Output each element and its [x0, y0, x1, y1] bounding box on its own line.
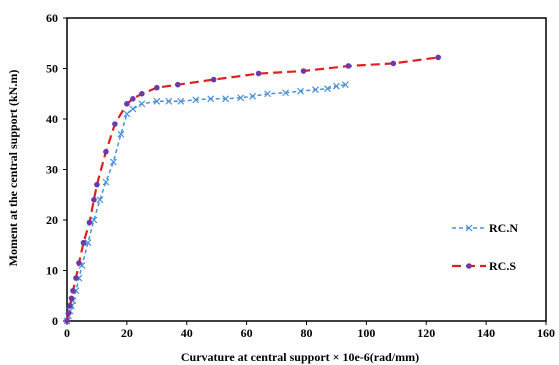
x-tick-label: 100 — [357, 326, 375, 340]
x-tick-label: 120 — [417, 326, 435, 340]
x-tick-label: 140 — [477, 326, 495, 340]
y-axis-title: Moment at the central support (kN.m) — [6, 70, 20, 267]
data-point — [177, 97, 185, 105]
data-point — [103, 149, 109, 155]
x-tick-label: 80 — [301, 326, 313, 340]
data-point — [123, 110, 131, 118]
data-point — [129, 105, 137, 113]
data-point — [154, 84, 160, 91]
legend-item: RC.S — [452, 259, 516, 273]
data-point — [210, 76, 217, 83]
data-point — [249, 92, 257, 100]
data-point — [207, 95, 215, 103]
y-tick-label: 0 — [52, 314, 58, 328]
data-point — [91, 197, 97, 203]
data-point — [312, 86, 319, 94]
y-tick-label: 50 — [46, 62, 58, 76]
legend-label: RC.S — [489, 259, 516, 273]
y-tick-label: 60 — [46, 11, 58, 25]
data-point — [222, 95, 230, 103]
x-tick-label: 60 — [241, 326, 253, 340]
data-point — [300, 68, 307, 74]
data-point — [139, 90, 145, 97]
data-point — [297, 87, 304, 95]
series-rc-s — [64, 54, 442, 324]
data-point — [80, 239, 87, 246]
y-tick-label: 30 — [46, 163, 58, 177]
x-axis-ticks: 0 20 40 60 80 100 120 140 160 — [64, 321, 555, 340]
data-point — [86, 219, 93, 226]
data-point — [67, 303, 73, 309]
data-point — [76, 260, 82, 266]
data-point — [264, 90, 272, 98]
legend-label: RC.N — [489, 221, 518, 235]
y-tick-label: 10 — [46, 264, 58, 278]
data-point — [130, 96, 136, 102]
y-tick-label: 20 — [46, 213, 58, 227]
data-point — [345, 63, 352, 69]
data-point — [237, 94, 245, 102]
x-tick-label: 160 — [537, 326, 555, 340]
data-point — [124, 101, 130, 107]
x-tick-label: 40 — [181, 326, 193, 340]
data-point — [73, 275, 79, 281]
data-point — [192, 96, 200, 104]
data-point — [70, 287, 76, 294]
data-point — [94, 181, 100, 188]
plot-border — [66, 17, 547, 322]
data-point — [390, 60, 397, 67]
data-point — [102, 178, 110, 186]
plot-area — [66, 17, 547, 322]
data-point — [65, 310, 72, 317]
data-point — [84, 239, 92, 247]
data-point — [117, 130, 125, 138]
data-point — [165, 97, 173, 105]
data-point — [435, 54, 442, 61]
x-tick-label: 0 — [64, 326, 70, 340]
y-tick-label: 40 — [46, 112, 58, 126]
data-point — [153, 97, 161, 105]
data-point — [64, 318, 70, 324]
data-point — [282, 89, 289, 97]
data-point — [138, 100, 146, 108]
legend: RC.N RC.S — [452, 221, 518, 273]
data-point — [68, 295, 75, 302]
data-point — [174, 81, 181, 88]
x-tick-label: 20 — [121, 326, 133, 340]
series-layer — [63, 54, 442, 325]
data-point — [333, 82, 340, 90]
series-line — [66, 83, 346, 322]
data-point — [112, 121, 118, 127]
data-point — [109, 158, 117, 166]
data-point — [96, 196, 104, 204]
y-axis-ticks: 0 10 20 30 40 50 60 — [46, 11, 67, 328]
data-point — [255, 70, 262, 77]
data-point — [341, 81, 349, 89]
legend-item: RC.N — [452, 221, 518, 235]
data-point — [324, 85, 331, 93]
series-rc-n — [63, 81, 349, 325]
x-axis-title: Curvature at central support × 10e-6(rad… — [181, 350, 419, 364]
